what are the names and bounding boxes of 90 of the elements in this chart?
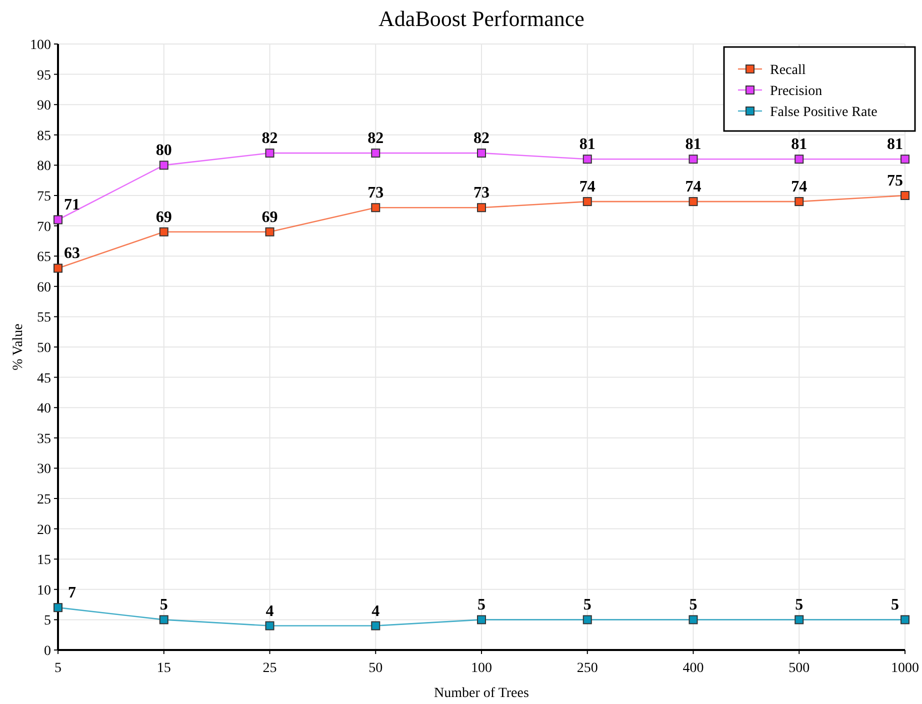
- point: [688, 197, 698, 206]
- data-label: 7: [68, 584, 76, 602]
- point: [688, 615, 698, 624]
- point: [582, 197, 592, 206]
- data-label: 5: [891, 596, 899, 614]
- point: [265, 148, 274, 158]
- y-tick-label: 55: [37, 310, 51, 326]
- point: [900, 191, 910, 200]
- data-label: 69: [262, 208, 278, 226]
- point: [265, 227, 274, 236]
- point: [900, 615, 910, 624]
- point: [688, 154, 698, 164]
- legend-label: Recall: [770, 63, 806, 78]
- data-label: 74: [685, 178, 702, 196]
- y-tick-label: 80: [37, 159, 51, 174]
- x-tick-label: 400: [682, 661, 704, 676]
- point: [477, 148, 486, 158]
- data-label: 5: [583, 596, 592, 614]
- x-tick-label: 5: [54, 661, 62, 676]
- y-tick-label: 95: [37, 68, 51, 84]
- x-tick-label: 50: [368, 661, 383, 676]
- data-label: 71: [64, 196, 80, 214]
- y-tick-label: 50: [37, 341, 51, 356]
- data-label: 4: [372, 602, 380, 620]
- y-tick-label: 30: [37, 462, 51, 478]
- y-tick-label: 75: [37, 190, 51, 204]
- data-label: 5: [795, 596, 804, 614]
- data-label: 80: [156, 142, 172, 160]
- x-tick-label: 250: [576, 661, 598, 676]
- data-label: 5: [689, 596, 698, 614]
- legend-label: Precision: [770, 84, 822, 99]
- data-label: 4: [266, 602, 274, 620]
- point: [159, 160, 168, 170]
- x-tick-label: 500: [788, 661, 810, 676]
- data-label: 74: [579, 178, 596, 196]
- data-label: 81: [791, 136, 808, 154]
- y-tick-label: 25: [37, 492, 51, 508]
- y-tick-label: 20: [37, 522, 51, 538]
- point: [159, 227, 168, 236]
- y-tick-label: 35: [37, 432, 51, 447]
- data-label: 74: [791, 178, 808, 196]
- y-tick-label: 0: [44, 644, 51, 659]
- data-label: 73: [368, 184, 384, 202]
- y-tick-label: 90: [37, 98, 51, 114]
- y-tick-label: 15: [37, 553, 51, 568]
- data-label: 81: [887, 136, 903, 154]
- data-label: 82: [262, 130, 278, 148]
- y-tick-label: 85: [37, 128, 51, 144]
- point: [54, 215, 62, 224]
- y-tick-label: 70: [37, 220, 51, 235]
- data-label: 5: [160, 596, 168, 614]
- x-tick-label: 25: [262, 661, 277, 676]
- point: [477, 203, 486, 212]
- point: [159, 615, 168, 624]
- x-tick-label: 100: [471, 661, 492, 676]
- y-tick-label: 5: [44, 614, 51, 629]
- y-tick-label: 65: [37, 250, 51, 266]
- data-label: 73: [474, 184, 490, 202]
- data-label: 5: [478, 596, 486, 614]
- data-label: 75: [887, 172, 903, 190]
- data-label: 82: [368, 130, 384, 148]
- point: [54, 264, 62, 273]
- data-label: 63: [64, 245, 80, 262]
- legend-label: False Positive Rate: [770, 105, 878, 120]
- chart-title: AdaBoost Performance: [378, 6, 584, 31]
- data-label: 82: [474, 130, 490, 148]
- point: [54, 603, 62, 612]
- point: [794, 615, 804, 624]
- y-tick-label: 60: [37, 280, 51, 296]
- y-tick-label: 40: [37, 402, 51, 417]
- y-axis-title: % Value: [11, 324, 26, 370]
- y-tick-label: 10: [37, 583, 51, 598]
- data-label: 81: [685, 136, 702, 154]
- point: [794, 154, 804, 164]
- x-axis-title: Number of Trees: [434, 686, 529, 701]
- point: [582, 154, 592, 164]
- x-tick-label: 15: [156, 661, 171, 676]
- point: [900, 154, 910, 164]
- point: [265, 621, 274, 630]
- y-tick-label: 45: [37, 371, 51, 386]
- point: [582, 615, 592, 624]
- point: [371, 621, 380, 630]
- x-tick-label: 1000: [891, 661, 919, 676]
- point: [371, 203, 380, 212]
- y-tick-label: 100: [30, 38, 51, 53]
- point: [371, 148, 380, 158]
- point: [477, 615, 486, 624]
- point: [794, 197, 804, 206]
- data-label: 69: [156, 208, 172, 226]
- data-label: 81: [579, 136, 596, 154]
